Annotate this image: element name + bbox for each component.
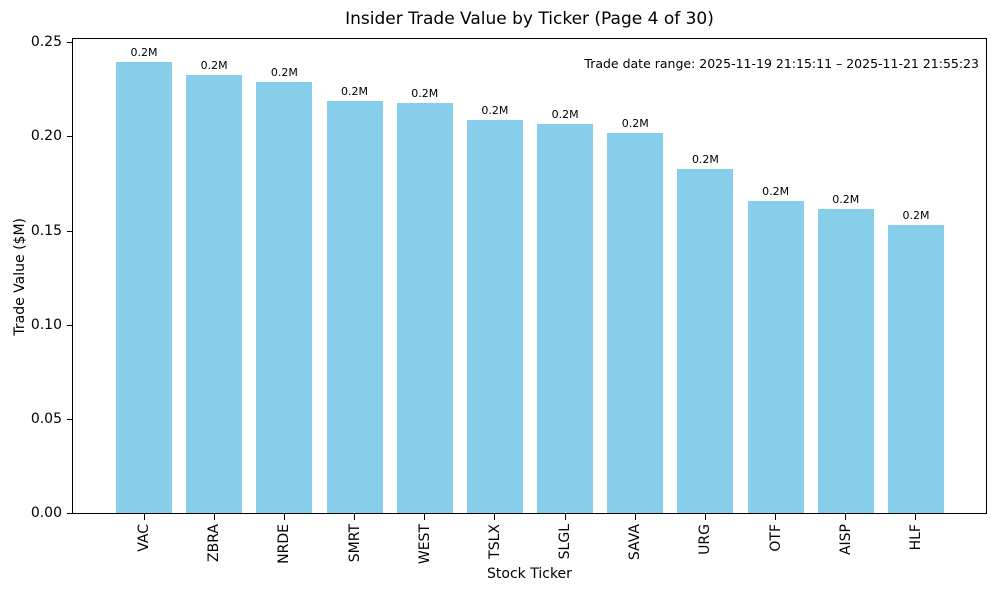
bar — [887, 225, 944, 513]
bar-value-label: 0.2M — [200, 58, 228, 72]
y-tick-label: 0.00 — [30, 505, 62, 521]
x-tick-mark — [775, 514, 777, 520]
x-tick-mark — [564, 514, 566, 520]
x-tick-mark — [634, 514, 636, 520]
y-tick-label: 0.05 — [30, 410, 62, 427]
bar-value-label: 0.2M — [621, 117, 649, 131]
x-tick-label: SAVA — [627, 523, 644, 560]
x-axis-label: Stock Ticker — [487, 566, 572, 582]
y-tick-label: 0.20 — [30, 128, 62, 145]
x-tick-mark — [213, 514, 215, 520]
x-tick-label: TSLX — [486, 523, 503, 559]
bar-value-label: 0.2M — [270, 66, 298, 80]
bar-value-label: 0.2M — [691, 152, 719, 166]
bar-value-label: 0.2M — [762, 184, 790, 198]
bar — [747, 200, 804, 513]
y-tick-mark — [66, 418, 72, 420]
x-tick-label: VAC — [136, 523, 152, 552]
bar — [396, 103, 453, 513]
y-tick-mark — [66, 513, 72, 514]
x-tick-mark — [915, 514, 917, 520]
y-tick-mark — [66, 136, 72, 138]
x-tick-mark — [424, 514, 426, 520]
x-tick-label: AISP — [837, 523, 854, 555]
bar-value-label: 0.2M — [832, 192, 860, 206]
bar-value-label: 0.2M — [411, 87, 439, 101]
bar — [186, 74, 243, 513]
x-tick-mark — [494, 514, 496, 520]
annotation-trade-date-range: Trade date range: 2025-11-19 21:15:11 – … — [584, 56, 979, 71]
x-tick-mark — [704, 514, 706, 520]
x-tick-label: HLF — [907, 523, 924, 550]
chart-title: Insider Trade Value by Ticker (Page 4 of… — [345, 9, 714, 29]
bar-value-label: 0.2M — [341, 85, 369, 99]
bar-value-label: 0.2M — [551, 107, 579, 121]
y-tick-mark — [66, 42, 72, 44]
bar — [326, 101, 383, 513]
y-tick-label: 0.15 — [30, 222, 62, 239]
x-tick-mark — [354, 514, 356, 520]
y-tick-label: 0.25 — [30, 34, 62, 51]
bar — [116, 61, 172, 513]
bar — [256, 82, 313, 513]
bar-value-label: 0.2M — [481, 104, 509, 118]
y-tick-mark — [66, 230, 72, 232]
bar — [537, 123, 594, 513]
x-tick-label: WEST — [416, 523, 433, 564]
bar-value-label: 0.2M — [130, 45, 158, 59]
x-tick-label: SLGL — [557, 523, 574, 559]
bar — [817, 208, 874, 513]
x-tick-mark — [143, 514, 145, 520]
x-tick-mark — [845, 514, 847, 520]
x-tick-label: SMRT — [346, 523, 363, 562]
bar — [607, 133, 664, 513]
x-tick-label: URG — [697, 523, 714, 555]
bar — [677, 168, 734, 513]
y-tick-label: 0.10 — [30, 316, 62, 333]
x-tick-label: OTF — [767, 523, 784, 552]
x-tick-mark — [283, 514, 285, 520]
x-tick-label: NRDE — [276, 523, 293, 564]
bar — [466, 120, 523, 513]
bar-value-label: 0.2M — [902, 209, 930, 223]
x-tick-label: ZBRA — [206, 523, 223, 562]
y-tick-mark — [66, 324, 72, 326]
